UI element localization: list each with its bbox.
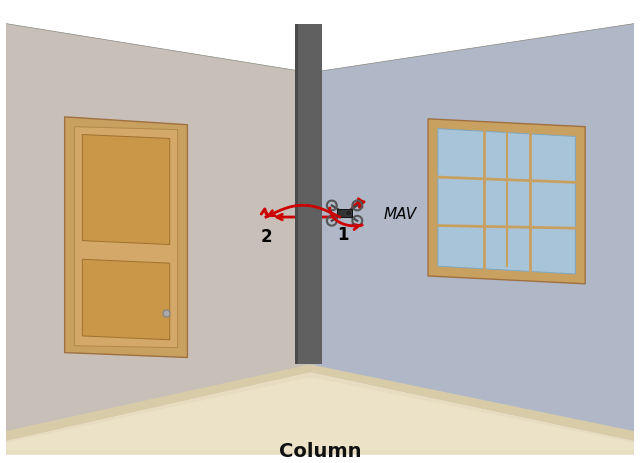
Polygon shape (310, 364, 634, 441)
Text: MAV: MAV (384, 206, 417, 221)
Text: 2: 2 (260, 227, 272, 245)
Polygon shape (6, 377, 634, 451)
Polygon shape (6, 25, 310, 441)
Bar (337, 210, 353, 218)
Polygon shape (74, 127, 177, 348)
Text: Column: Column (279, 441, 361, 460)
Polygon shape (310, 25, 634, 441)
Polygon shape (6, 364, 310, 441)
Circle shape (346, 211, 351, 217)
Polygon shape (438, 129, 575, 275)
Polygon shape (428, 119, 585, 284)
Polygon shape (83, 260, 170, 340)
Polygon shape (296, 25, 298, 364)
Polygon shape (83, 135, 170, 245)
Polygon shape (298, 25, 322, 364)
Polygon shape (6, 372, 634, 455)
Text: 1: 1 (337, 225, 348, 244)
Polygon shape (65, 118, 188, 358)
